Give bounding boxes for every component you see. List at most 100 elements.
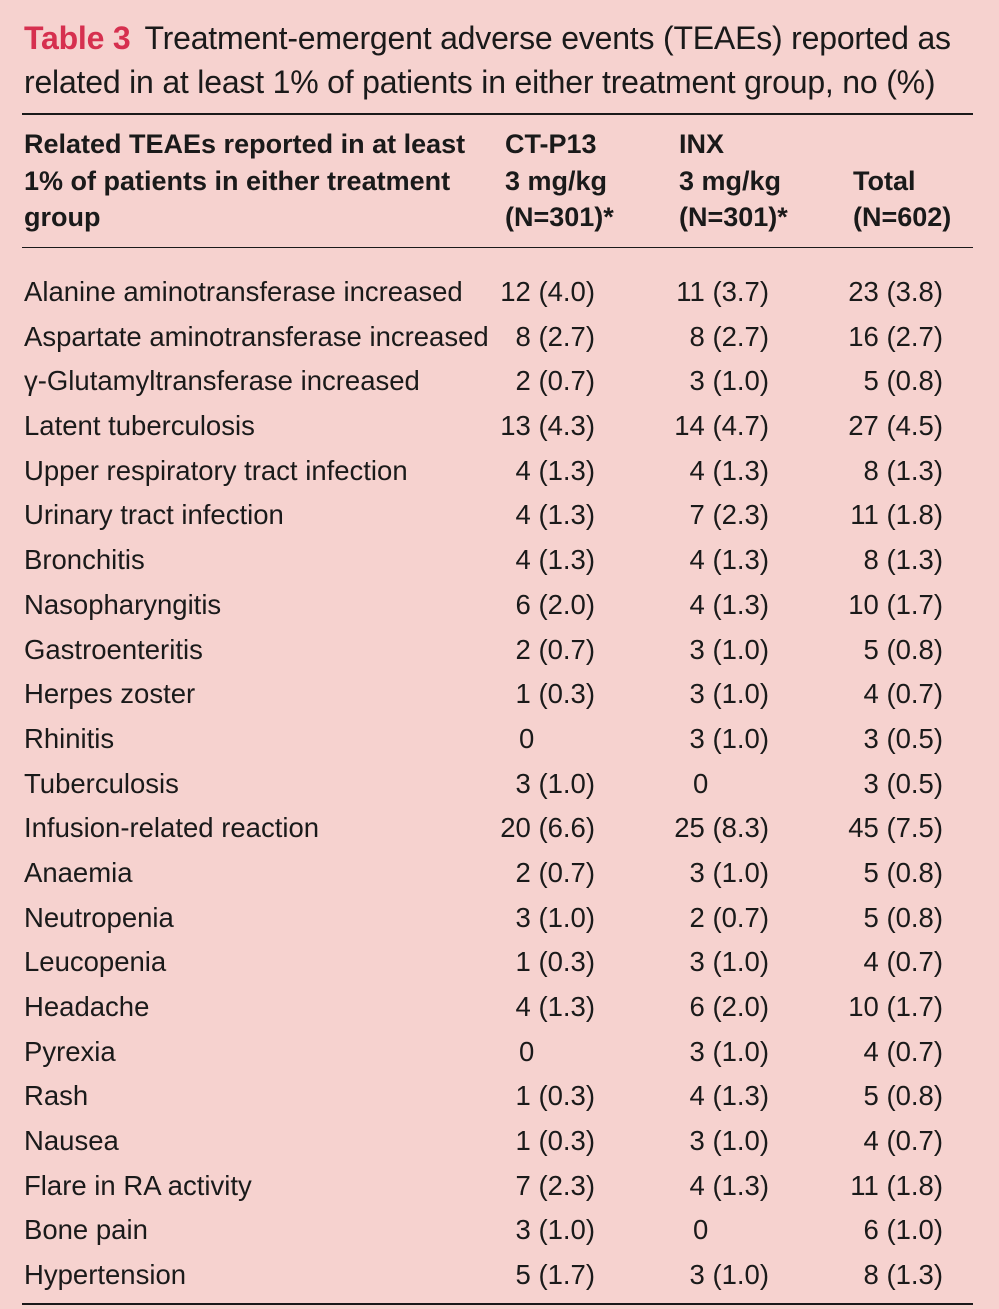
- cell-total: 6 (1.0): [863, 1214, 943, 1246]
- table-row: Upper respiratory tract infection 4 (1.3)…: [24, 449, 977, 494]
- table-row: Bone pain 3 (1.0) 0 6 (1.0): [24, 1208, 977, 1253]
- top-rule: [22, 113, 973, 115]
- cell-total: 5 (0.8): [863, 901, 943, 933]
- table-row: Nasopharyngitis 6 (2.0) 4 (1.3) 10 (1.7): [24, 583, 977, 628]
- cell-inx: 3 (1.0): [689, 722, 769, 754]
- cell-event: Latent tuberculosis: [24, 410, 255, 442]
- table-row: Rhinitis 0 3 (1.0) 3 (0.5): [24, 717, 977, 762]
- header-ct-p13: CT-P13 3 mg/kg (N=301)*: [505, 129, 614, 232]
- cell-event: Gastroenteritis: [24, 633, 203, 665]
- cell-ct-p13: 5 (1.7): [515, 1259, 595, 1291]
- table-row: Aspartate aminotransferase increased 8 (2…: [24, 315, 977, 360]
- cell-total: 10 (1.7): [848, 588, 943, 620]
- table-row: Flare in RA activity 7 (2.3) 4 (1.3) 11 (1.…: [24, 1164, 977, 1209]
- cell-inx: 3 (1.0): [689, 1125, 769, 1157]
- header-inx: INX 3 mg/kg (N=301)*: [679, 129, 788, 232]
- header-total: Total (N=602): [853, 165, 952, 233]
- cell-event: Pyrexia: [24, 1035, 116, 1067]
- cell-event: Bone pain: [24, 1214, 148, 1246]
- cell-ct-p13: 4 (1.3): [515, 499, 595, 531]
- table-row: Rash 1 (0.3) 4 (1.3) 5 (0.8): [24, 1074, 977, 1119]
- cell-ct-p13: 4 (1.3): [515, 544, 595, 576]
- cell-ct-p13: 2 (0.7): [515, 365, 595, 397]
- table-row: Alanine aminotransferase increased 12 (4.…: [24, 270, 977, 315]
- cell-inx: 4 (1.3): [689, 1080, 769, 1112]
- cell-total: 10 (1.7): [848, 991, 943, 1022]
- cell-ct-p13: 1 (0.3): [515, 1080, 595, 1112]
- cell-ct-p13: 1 (0.3): [515, 946, 595, 978]
- table-row: γ-Glutamyltransferase increased 2 (0.7) 3 …: [24, 359, 977, 404]
- header-event: Related TEAEs reported in at least 1% of…: [24, 129, 466, 232]
- cell-ct-p13: 3 (1.0): [515, 901, 595, 933]
- cell-ct-p13: 7 (2.3): [515, 1169, 595, 1201]
- cell-total: 5 (0.8): [863, 633, 943, 665]
- cell-event: Hypertension: [24, 1259, 187, 1291]
- cell-total: 45 (7.5): [848, 812, 943, 844]
- cell-event: Nausea: [24, 1125, 119, 1157]
- cell-inx: 14 (4.7): [674, 410, 769, 442]
- cell-inx: 7 (2.3): [689, 499, 769, 531]
- cell-inx: 4 (1.3): [689, 454, 769, 486]
- cell-ct-p13: 13 (4.3): [500, 410, 595, 442]
- cell-inx: 4 (1.3): [689, 544, 769, 576]
- cell-total: 5 (0.8): [863, 856, 943, 888]
- cell-event: Urinary tract infection: [24, 499, 284, 531]
- cell-event: Rhinitis: [24, 722, 115, 754]
- cell-total: 5 (0.8): [863, 1080, 943, 1112]
- header-rule: [22, 247, 973, 248]
- table-title: Treatment-emergent adverse events (TEAEs…: [24, 20, 951, 100]
- table-row: Nausea 1 (0.3) 3 (1.0) 4 (0.7): [24, 1119, 977, 1164]
- cell-inx: 4 (1.3): [689, 1169, 769, 1201]
- cell-event: Bronchitis: [24, 544, 145, 576]
- cell-total: 8 (1.3): [863, 1259, 943, 1291]
- cell-event: Aspartate aminotransferase increased: [24, 320, 489, 352]
- table-row: Bronchitis 4 (1.3) 4 (1.3) 8 (1.3): [24, 538, 977, 583]
- cell-total: 27 (4.5): [848, 410, 943, 442]
- table-row: Infusion-related reaction 20 (6.6) 25 (8.3…: [24, 806, 977, 851]
- table-body: Alanine aminotransferase increased 12 (4.…: [24, 270, 977, 1298]
- cell-event: Alanine aminotransferase increased: [24, 276, 463, 307]
- cell-inx: 3 (1.0): [689, 365, 769, 397]
- table-caption: Table 3 Treatment-emergent adverse events…: [24, 0, 977, 104]
- cell-event: Nasopharyngitis: [24, 588, 222, 620]
- cell-inx: 3 (1.0): [689, 678, 769, 710]
- cell-inx: 0: [693, 767, 709, 799]
- cell-ct-p13: 1 (0.3): [515, 678, 595, 710]
- bottom-rule: [22, 1303, 973, 1305]
- cell-total: 16 (2.7): [848, 320, 943, 352]
- table-header: Related TEAEs reported in at least 1% of…: [24, 126, 977, 242]
- table-row: Tuberculosis 3 (1.0) 0 3 (0.5): [24, 762, 977, 807]
- cell-inx: 3 (1.0): [689, 946, 769, 978]
- cell-total: 4 (0.7): [863, 1035, 943, 1067]
- table-row: Leucopenia 1 (0.3) 3 (1.0) 4 (0.7): [24, 940, 977, 985]
- cell-ct-p13: 3 (1.0): [515, 1214, 595, 1246]
- table-row: Headache 4 (1.3) 6 (2.0) 10 (1.7): [24, 985, 977, 1030]
- cell-total: 23 (3.8): [848, 276, 943, 307]
- cell-inx: 4 (1.3): [689, 588, 769, 620]
- cell-event: Infusion-related reaction: [24, 812, 320, 844]
- cell-ct-p13: 1 (0.3): [515, 1125, 595, 1157]
- cell-inx: 3 (1.0): [689, 1259, 769, 1291]
- cell-inx: 3 (1.0): [689, 633, 769, 665]
- cell-inx: 3 (1.0): [689, 856, 769, 888]
- cell-total: 11 (1.8): [850, 499, 943, 531]
- cell-inx: 11 (3.7): [676, 276, 769, 307]
- cell-event: Neutropenia: [24, 901, 174, 933]
- cell-inx: 3 (1.0): [689, 1035, 769, 1067]
- cell-inx: 8 (2.7): [689, 320, 769, 352]
- cell-inx: 2 (0.7): [689, 901, 769, 933]
- cell-event: Tuberculosis: [24, 767, 179, 799]
- cell-total: 4 (0.7): [863, 1125, 943, 1157]
- table-row: Anaemia 2 (0.7) 3 (1.0) 5 (0.8): [24, 851, 977, 896]
- cell-ct-p13: 2 (0.7): [515, 633, 595, 665]
- table-row: Latent tuberculosis 13 (4.3) 14 (4.7) 27 (4…: [24, 404, 977, 449]
- table-row: Neutropenia 3 (1.0) 2 (0.7) 5 (0.8): [24, 896, 977, 941]
- table-row: Pyrexia 0 3 (1.0) 4 (0.7): [24, 1030, 977, 1075]
- cell-ct-p13: 3 (1.0): [515, 767, 595, 799]
- table-number-label: Table 3: [24, 20, 131, 56]
- cell-ct-p13: 6 (2.0): [515, 588, 595, 620]
- table-row: Hypertension 5 (1.7) 3 (1.0) 8 (1.3): [24, 1253, 977, 1298]
- cell-ct-p13: 12 (4.0): [500, 276, 595, 307]
- cell-total: 8 (1.3): [863, 544, 943, 576]
